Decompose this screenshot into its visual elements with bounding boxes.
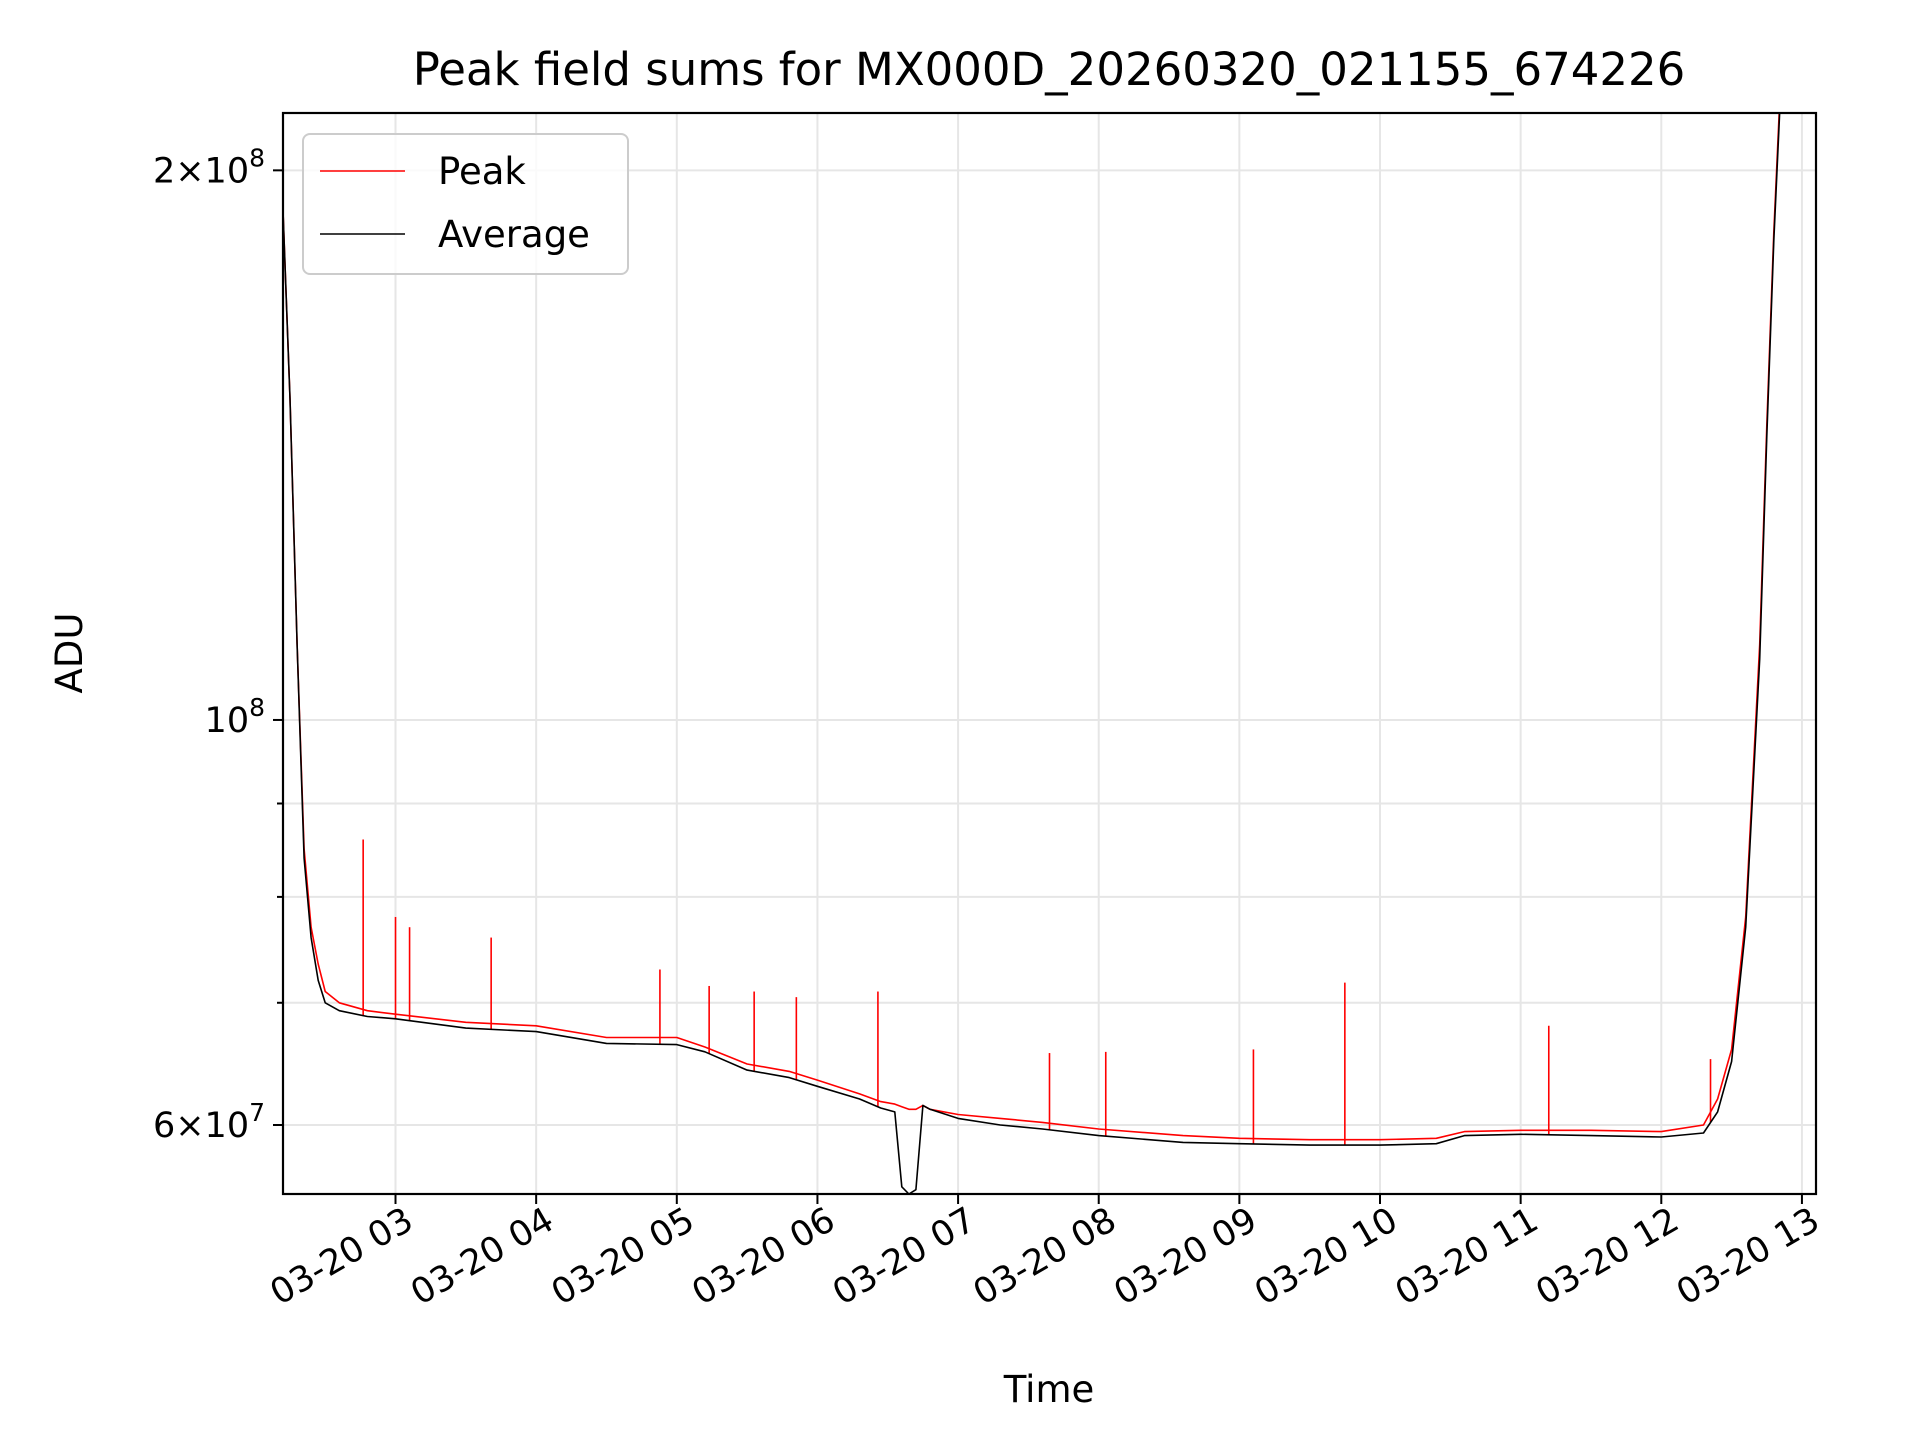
series-line-average bbox=[283, 113, 1781, 1194]
legend-box bbox=[302, 133, 629, 275]
legend-label-average: Average bbox=[438, 213, 590, 256]
x-axis-label: Time bbox=[1003, 1368, 1095, 1411]
chart-title: Peak field sums for MX000D_20260320_0211… bbox=[413, 43, 1686, 96]
grid bbox=[283, 113, 1816, 1194]
legend-label-peak: Peak bbox=[438, 150, 526, 193]
legend: Peak Average bbox=[302, 133, 629, 275]
plot-frame bbox=[281, 111, 1818, 1196]
y-axis-label: ADU bbox=[48, 613, 91, 694]
y-tick-label: 108 bbox=[205, 693, 265, 741]
series-group bbox=[283, 113, 1781, 1194]
y-tick-label: 2×108 bbox=[153, 143, 265, 191]
y-tick-label: 6×107 bbox=[153, 1098, 265, 1146]
